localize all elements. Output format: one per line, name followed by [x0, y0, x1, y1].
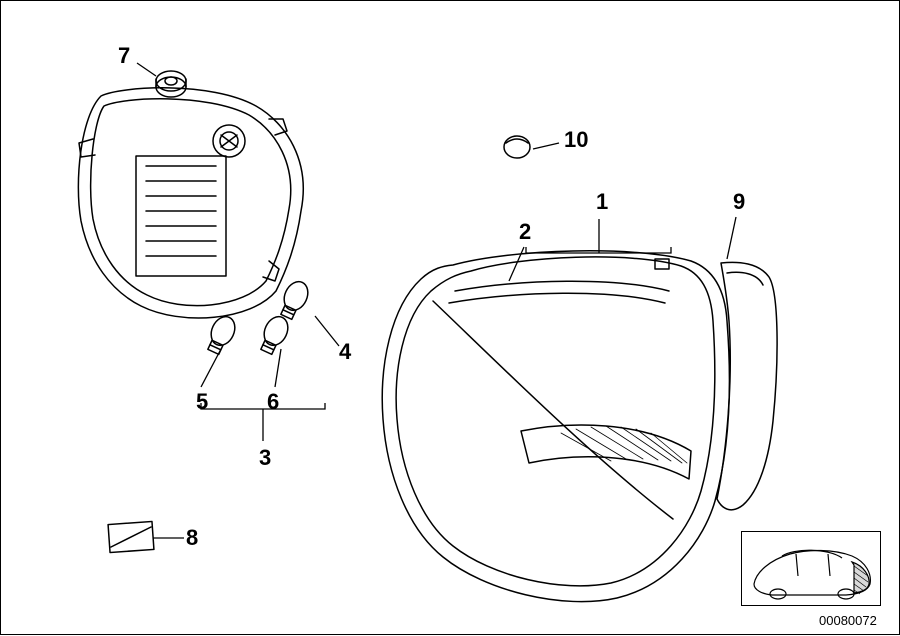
callout-8: 8 — [186, 525, 198, 551]
part-bulb-a — [276, 278, 312, 322]
part-bulb-c — [256, 313, 292, 357]
part-bulb-holder — [78, 88, 303, 318]
callout-7: 7 — [118, 43, 130, 69]
callout-10: 10 — [564, 127, 588, 153]
callout-3: 3 — [259, 445, 271, 471]
part-nut — [156, 71, 186, 97]
callout-1: 1 — [596, 189, 608, 215]
callout-5: 5 — [196, 389, 208, 415]
part-sticker — [108, 521, 154, 552]
callout-6: 6 — [267, 389, 279, 415]
callout-9: 9 — [733, 189, 745, 215]
part-grommet — [504, 136, 530, 158]
callout-4: 4 — [339, 339, 351, 365]
part-trim — [717, 262, 777, 509]
callout-2: 2 — [519, 219, 531, 245]
locator-box — [741, 531, 881, 606]
part-bulb-b — [203, 313, 239, 357]
image-id: 00080072 — [819, 613, 877, 628]
callout-lines — [137, 63, 736, 538]
part-taillight-lens — [396, 257, 715, 586]
